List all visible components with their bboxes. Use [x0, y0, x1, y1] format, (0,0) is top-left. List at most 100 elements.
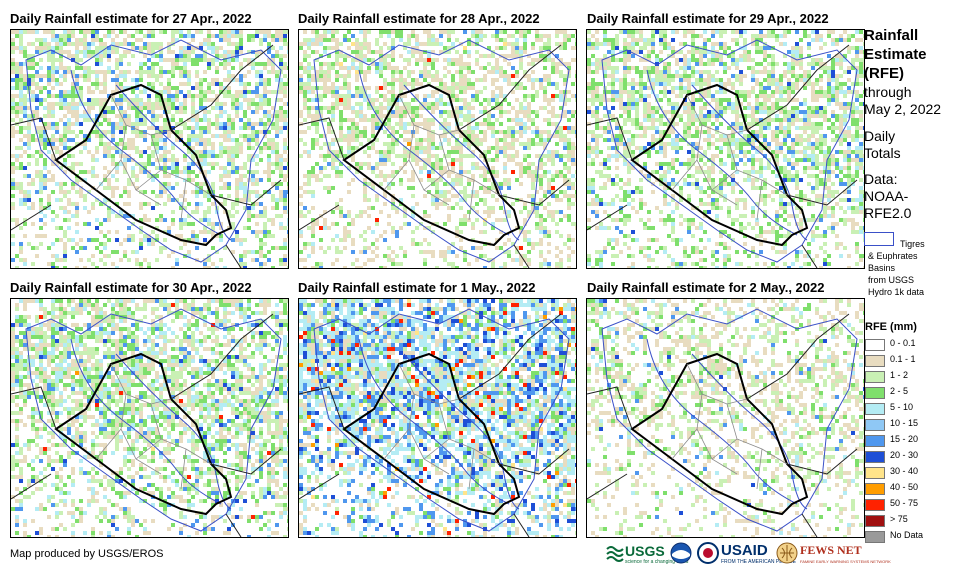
rainfall-cells [11, 299, 288, 537]
panel-title-28apr: Daily Rainfall estimate for 28 Apr., 202… [298, 11, 540, 26]
usaid-wordmark: USAID [721, 542, 768, 559]
euphrates-river [646, 69, 798, 236]
rainfall-cells [299, 30, 576, 268]
usaid-logo: USAID FROM THE AMERICAN PEOPLE [697, 542, 796, 566]
admin-boundaries [383, 363, 500, 490]
panel-title-30apr: Daily Rainfall estimate for 30 Apr., 202… [10, 280, 252, 295]
legend-label: 30 - 40 [890, 466, 919, 476]
basin-line-5: Hydro 1k data [868, 287, 925, 297]
usaid-tagline: FROM THE AMERICAN PEOPLE [721, 559, 796, 565]
iraq-border [630, 83, 809, 247]
legend-swatch [865, 387, 885, 399]
euphrates-river [70, 69, 222, 236]
panel-title-1may: Daily Rainfall estimate for 1 May., 2022 [298, 280, 536, 295]
data-source-2: RFE2.0 [864, 205, 912, 221]
rainfall-map-30apr [10, 298, 289, 538]
basin-outline [313, 39, 570, 263]
basin-line-3: Basins [868, 263, 896, 273]
admin-boundaries [95, 94, 212, 221]
usgs-tagline: science for a changing world [625, 559, 689, 565]
totals-label: Totals [864, 145, 901, 161]
data-source-1: NOAA- [864, 188, 909, 204]
legend-label: 50 - 75 [890, 498, 919, 508]
legend-label: 2 - 5 [890, 386, 909, 396]
data-label: Data: [864, 171, 898, 187]
legend-label: 0 - 0.1 [890, 338, 916, 348]
legend-swatch [865, 467, 885, 479]
fewsnet-wordmark: FEWS NET [800, 543, 862, 557]
legend-label: 15 - 20 [890, 434, 919, 444]
legend-label: 40 - 50 [890, 482, 919, 492]
title-line-2: Estimate [864, 46, 927, 63]
basin-line-4: from USGS [868, 275, 915, 285]
rainfall-map-1may [298, 298, 577, 538]
through-date: May 2, 2022 [864, 101, 942, 117]
neighbor-borders [587, 44, 858, 268]
fewsnet-tagline: FAMINE EARLY WARNING SYSTEMS NETWORK [800, 559, 891, 564]
rainfall-map-2may [586, 298, 865, 538]
legend-title: RFE (mm) [865, 321, 917, 333]
rainfall-map-27apr [10, 29, 289, 269]
iraq-border [630, 352, 809, 516]
legend-label: No Data [890, 530, 924, 540]
sidebar-title: Rainfall Estimate (RFE) [864, 26, 927, 83]
daily-label: Daily [864, 128, 896, 144]
legend-swatch [865, 339, 885, 351]
legend-swatch [865, 435, 885, 447]
usgs-wordmark: USGS [625, 543, 665, 559]
basin-line-1: Tigres [900, 239, 925, 249]
panel-title-27apr: Daily Rainfall estimate for 27 Apr., 202… [10, 11, 252, 26]
rainfall-cells [11, 30, 288, 268]
through-label: through [864, 84, 912, 100]
usgs-wave-icon [606, 546, 624, 562]
legend-swatch [865, 515, 885, 527]
iraq-border [54, 83, 233, 247]
admin-boundaries [671, 363, 788, 490]
legend-swatch [865, 499, 885, 511]
admin-boundaries [383, 94, 500, 221]
usaid-seal-icon [697, 542, 719, 564]
tigris-river [403, 353, 520, 510]
tigris-river [691, 353, 808, 510]
neighbor-borders [299, 313, 570, 537]
tigris-river [691, 84, 808, 241]
basin-legend-text: Tigres & Euphrates Basins from USGS Hydr… [866, 238, 966, 298]
neighbor-borders [11, 313, 282, 537]
admin-boundaries [95, 363, 212, 490]
legend-label: 20 - 30 [890, 450, 919, 460]
usgs-logo: USGS science for a changing world [606, 542, 692, 566]
legend-swatch [865, 371, 885, 383]
tigris-river [115, 353, 232, 510]
panel-title-2may: Daily Rainfall estimate for 2 May., 2022 [587, 280, 825, 295]
panel-title-29apr: Daily Rainfall estimate for 29 Apr., 202… [587, 11, 829, 26]
basin-outline [25, 308, 282, 532]
legend-swatch [865, 483, 885, 495]
fewsnet-globe-icon [776, 542, 798, 564]
tigris-river [115, 84, 232, 241]
sidebar-data: Data: NOAA- RFE2.0 [864, 171, 911, 222]
neighbor-borders [299, 44, 570, 268]
iraq-border [342, 83, 521, 247]
legend-label: > 75 [890, 514, 908, 524]
legend-swatch [865, 451, 885, 463]
sidebar-through: through May 2, 2022 [864, 84, 941, 118]
fewsnet-logo: FEWS NET FAMINE EARLY WARNING SYSTEMS NE… [776, 542, 891, 566]
legend-swatch [865, 531, 885, 543]
legend-swatch [865, 419, 885, 431]
euphrates-river [358, 69, 510, 236]
euphrates-river [70, 338, 222, 505]
legend-label: 5 - 10 [890, 402, 914, 412]
rainfall-cells [587, 299, 864, 537]
title-line-3: (RFE) [864, 65, 904, 82]
admin-boundaries [671, 94, 788, 221]
tigris-river [403, 84, 520, 241]
basin-line-2: & Euphrates [868, 251, 918, 261]
basin-outline [601, 308, 858, 532]
iraq-border [342, 352, 521, 516]
title-line-1: Rainfall [864, 27, 919, 44]
legend-label: 10 - 15 [890, 418, 919, 428]
neighbor-borders [587, 313, 858, 537]
noaa-icon [670, 542, 692, 564]
credit-text: Map produced by USGS/EROS [10, 548, 164, 560]
legend-label: 0.1 - 1 [890, 354, 916, 364]
